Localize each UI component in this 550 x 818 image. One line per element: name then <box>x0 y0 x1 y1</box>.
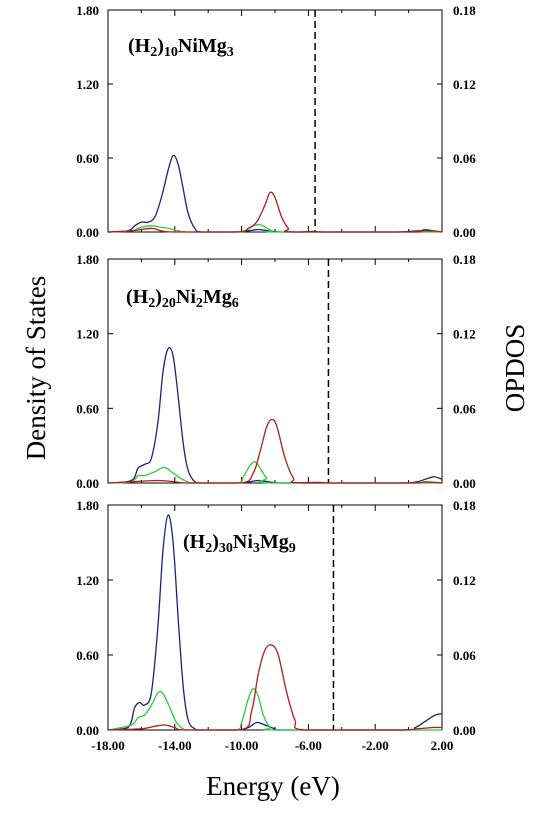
series-line-blue <box>107 154 443 233</box>
left-tick-label: 1.80 <box>76 252 99 267</box>
left-tick-label: 1.20 <box>76 327 99 342</box>
right-axis-title: OPDOS <box>500 324 530 413</box>
x-axis-title: Energy (eV) <box>206 771 340 801</box>
left-tick-label: 1.20 <box>76 77 99 92</box>
right-tick-label: 0.12 <box>453 573 476 588</box>
x-tick-label: -2.00 <box>362 738 389 753</box>
x-tick-label: 2.00 <box>431 738 454 753</box>
series-line-blue <box>107 346 443 484</box>
left-tick-label: 1.20 <box>76 573 99 588</box>
panel-1: 0.00 0.60 1.20 1.80 0.00 0.06 0.12 0.18 (H2)10Ni… <box>76 3 476 240</box>
series-line-red <box>107 418 443 484</box>
left-tick-label: 0.00 <box>76 723 99 738</box>
right-tick-label: 0.06 <box>453 401 476 416</box>
x-tick-label: -14.00 <box>158 738 192 753</box>
right-tick-label: 0.12 <box>453 77 476 92</box>
left-tick-label: 1.80 <box>76 498 99 513</box>
left-tick-label: 1.80 <box>76 3 99 18</box>
left-tick-label: 0.60 <box>76 151 99 166</box>
series-line-red <box>107 191 443 233</box>
right-tick-label: 0.00 <box>453 476 476 491</box>
x-tick-label: -10.00 <box>225 738 259 753</box>
x-tick-label: -18.00 <box>91 738 125 753</box>
right-tick-label: 0.18 <box>453 252 476 267</box>
panel-label: (H2)30Ni3Mg9 <box>183 531 296 556</box>
left-tick-label: 0.00 <box>76 225 99 240</box>
left-tick-label: 0.60 <box>76 648 99 663</box>
right-tick-label: 0.18 <box>453 498 476 513</box>
right-tick-label: 0.00 <box>453 723 476 738</box>
panels: 0.00 0.60 1.20 1.80 0.00 0.06 0.12 0.18 (H2)10Ni… <box>76 3 476 753</box>
left-tick-label: 0.60 <box>76 401 99 416</box>
panel-label: (H2)10NiMg3 <box>128 35 234 60</box>
series-line-red <box>107 644 443 731</box>
left-axis-title: Density of States <box>21 276 51 460</box>
right-tick-label: 0.06 <box>453 151 476 166</box>
right-tick-label: 0.00 <box>453 225 476 240</box>
right-tick-label: 0.06 <box>453 648 476 663</box>
x-tick-label: -6.00 <box>295 738 322 753</box>
panel-2: 0.00 0.60 1.20 1.80 0.00 0.06 0.12 0.18 (H2)20Ni… <box>76 252 476 491</box>
panel-3: 0.00 0.60 1.20 1.80 0.00 0.06 0.12 0.18 (H2)30Ni… <box>76 498 476 738</box>
right-tick-label: 0.12 <box>453 327 476 342</box>
series-line-green <box>107 461 442 484</box>
left-tick-label: 0.00 <box>76 476 99 491</box>
series-line-green <box>107 688 442 731</box>
panel-label: (H2)20Ni2Mg6 <box>126 286 239 311</box>
right-tick-label: 0.18 <box>453 3 476 18</box>
